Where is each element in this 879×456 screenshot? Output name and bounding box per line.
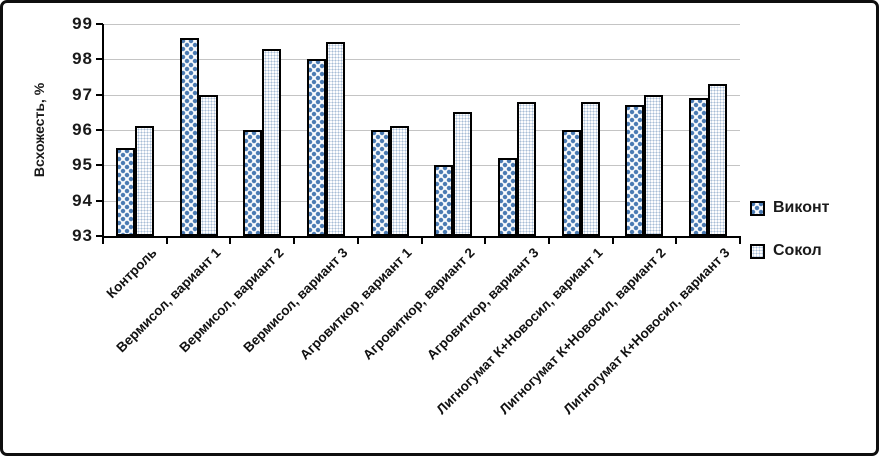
bar-Виконт-6 <box>434 165 454 236</box>
bar-Сокол-6 <box>453 112 473 236</box>
y-tick-label-96: 96 <box>72 120 93 139</box>
y-axis-line <box>102 24 104 241</box>
x-tick-mark-6 <box>484 238 487 244</box>
bar-Виконт-9 <box>625 105 645 236</box>
bar-Сокол-2 <box>198 94 218 236</box>
bar-Виконт-8 <box>561 130 581 236</box>
legend: Виконт Сокол <box>750 199 829 285</box>
y-tick-mark-96 <box>96 129 103 131</box>
legend-item-Виконт: Виконт <box>750 199 829 217</box>
legend-swatch-icon-Виконт <box>750 200 765 216</box>
legend-swatch-icon-Сокол <box>750 243 765 259</box>
y-tick-label-98: 98 <box>72 49 93 69</box>
x-tick-mark-7 <box>547 238 550 244</box>
bar-Сокол-3 <box>262 48 282 236</box>
bar-Виконт-2 <box>179 38 199 236</box>
x-tick-mark-9 <box>675 238 678 244</box>
bar-Виконт-7 <box>498 158 518 236</box>
y-tick-mark-94 <box>96 199 103 202</box>
gridline-94 <box>103 200 740 202</box>
x-axis-line <box>102 236 741 238</box>
x-tick-mark-1 <box>165 238 168 244</box>
y-tick-label-95: 95 <box>72 155 93 175</box>
gridline-99 <box>103 24 740 25</box>
gridline-95 <box>103 165 740 167</box>
y-tick-label-99: 99 <box>72 14 93 33</box>
legend-item-Сокол: Сокол <box>750 242 829 260</box>
y-tick-mark-97 <box>96 93 103 96</box>
bar-Сокол-7 <box>517 101 537 236</box>
y-tick-label-94: 94 <box>72 190 93 210</box>
x-tick-mark-3 <box>293 238 296 244</box>
x-tick-mark-4 <box>356 238 359 244</box>
plot-area <box>103 24 740 236</box>
bar-Сокол-9 <box>644 94 664 236</box>
y-tick-mark-93 <box>96 235 103 237</box>
gridline-96 <box>103 130 740 131</box>
bar-Сокол-4 <box>325 41 345 236</box>
bar-Виконт-4 <box>306 59 326 236</box>
x-tick-mark-5 <box>420 238 423 244</box>
bar-Виконт-10 <box>689 98 709 236</box>
bar-Виконт-1 <box>115 147 135 236</box>
bar-Сокол-8 <box>580 101 600 236</box>
x-tick-mark-2 <box>229 238 232 244</box>
y-tick-mark-99 <box>96 23 103 25</box>
bar-Виконт-3 <box>243 130 263 236</box>
y-tick-mark-98 <box>96 58 103 61</box>
x-tick-mark-8 <box>611 238 614 244</box>
x-tick-mark-10 <box>739 238 741 244</box>
legend-label-Сокол: Сокол <box>773 242 822 259</box>
x-tick-mark-0 <box>102 238 104 244</box>
gridline-97 <box>103 94 740 96</box>
y-tick-label-97: 97 <box>72 84 93 104</box>
y-tick-mark-95 <box>96 164 103 167</box>
legend-label-Виконт: Виконт <box>773 199 830 216</box>
bar-Сокол-1 <box>134 126 154 236</box>
gridline-98 <box>103 59 740 61</box>
y-tick-label-93: 93 <box>72 226 93 245</box>
bar-Виконт-5 <box>370 130 390 236</box>
bar-Сокол-10 <box>708 84 728 236</box>
bar-Сокол-5 <box>389 126 409 236</box>
